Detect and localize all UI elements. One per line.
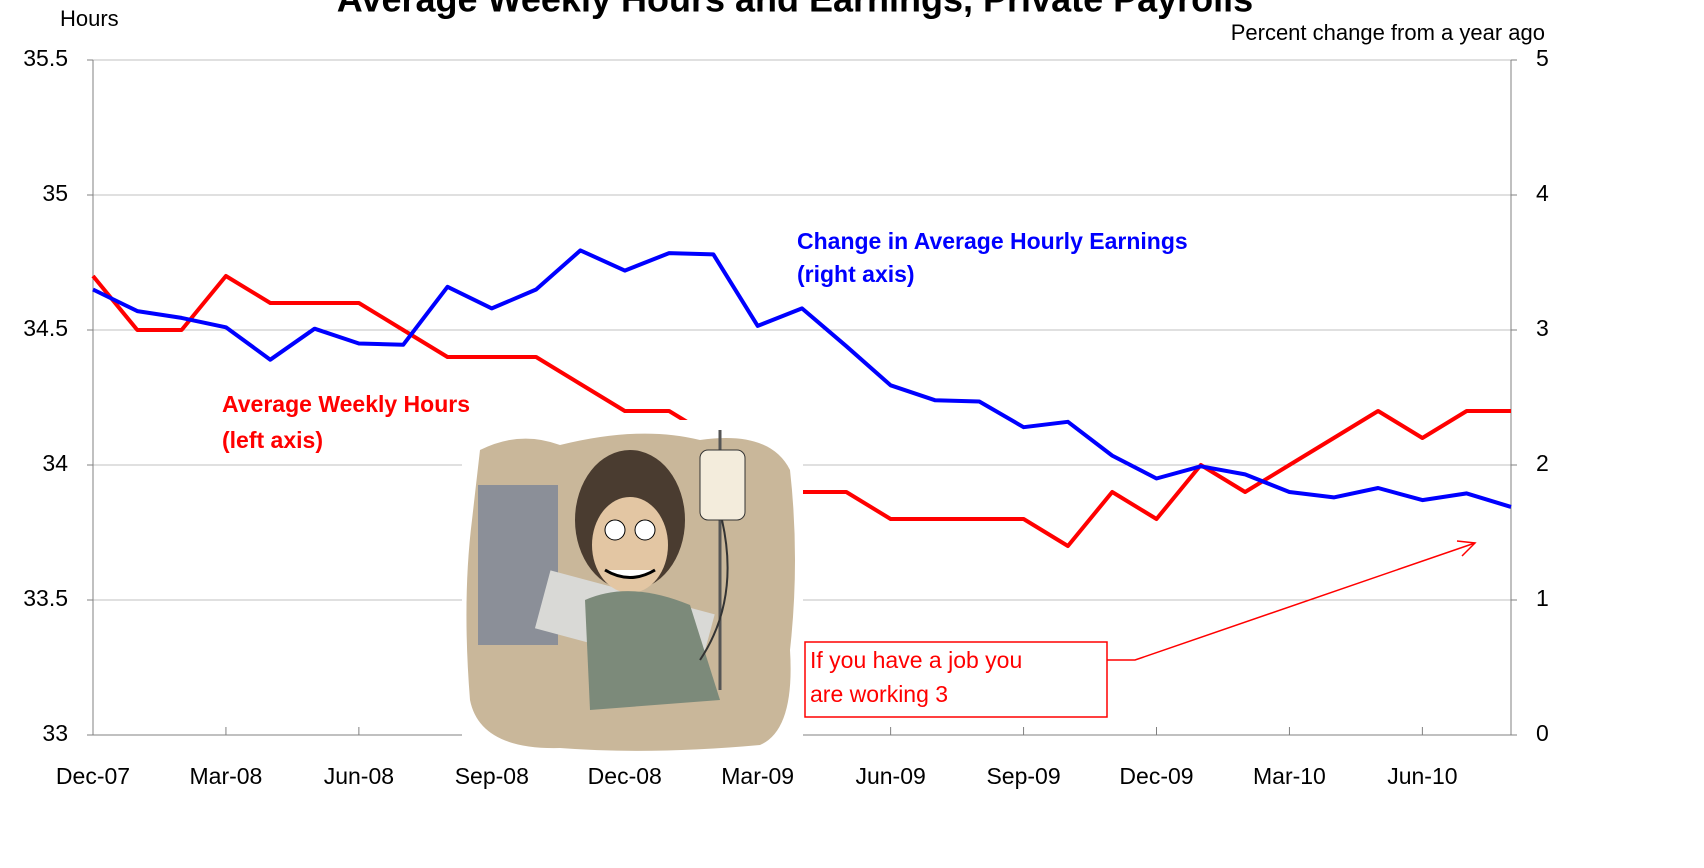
y2-axis-label: Percent change from a year ago: [1231, 20, 1545, 45]
y-tick-label: 35: [42, 180, 68, 206]
y2-tick-label: 5: [1536, 45, 1549, 71]
cartoon-image: [462, 420, 803, 757]
y2-tick-label: 0: [1536, 720, 1549, 746]
figure-eye: [635, 520, 655, 540]
x-tick-label: Jun-08: [324, 763, 394, 789]
callout-arrow: [1107, 543, 1475, 660]
x-tick-label: Sep-08: [455, 763, 529, 789]
y2-tick-label: 2: [1536, 450, 1549, 476]
x-tick-label: Dec-07: [56, 763, 130, 789]
y-tick-label: 33.5: [23, 585, 68, 611]
y2-tick-label: 4: [1536, 180, 1549, 206]
x-tick-label: Sep-09: [986, 763, 1060, 789]
y2-tick-label: 3: [1536, 315, 1549, 341]
iv-bag: [700, 450, 745, 520]
x-tick-label: Jun-10: [1387, 763, 1457, 789]
x-tick-label: Jun-09: [855, 763, 925, 789]
x-tick-label: Dec-08: [588, 763, 662, 789]
callout: If you have a job you are working 3: [805, 541, 1475, 717]
callout-text: If you have a job you: [810, 647, 1022, 673]
callout-text: are working 3: [810, 681, 948, 707]
x-tick-label: Mar-10: [1253, 763, 1326, 789]
chart-title: Average Weekly Hours and Earnings, Priva…: [337, 0, 1253, 20]
x-tick-label: Mar-08: [190, 763, 263, 789]
series-label: Change in Average Hourly Earnings: [797, 228, 1188, 254]
y-tick-label: 34.5: [23, 315, 68, 341]
y-axis-label: Hours: [60, 6, 119, 31]
chart: Average Weekly Hours and Earnings, Priva…: [0, 0, 1704, 868]
y2-tick-label: 1: [1536, 585, 1549, 611]
x-tick-label: Mar-09: [721, 763, 794, 789]
series-note: (left axis): [222, 427, 323, 453]
figure-eye: [605, 520, 625, 540]
y-tick-label: 33: [42, 720, 68, 746]
series-note: (right axis): [797, 261, 915, 287]
x-tick-label: Dec-09: [1119, 763, 1193, 789]
y-tick-label: 35.5: [23, 45, 68, 71]
y-tick-label: 34: [42, 450, 68, 476]
series-label: Average Weekly Hours: [222, 391, 470, 417]
